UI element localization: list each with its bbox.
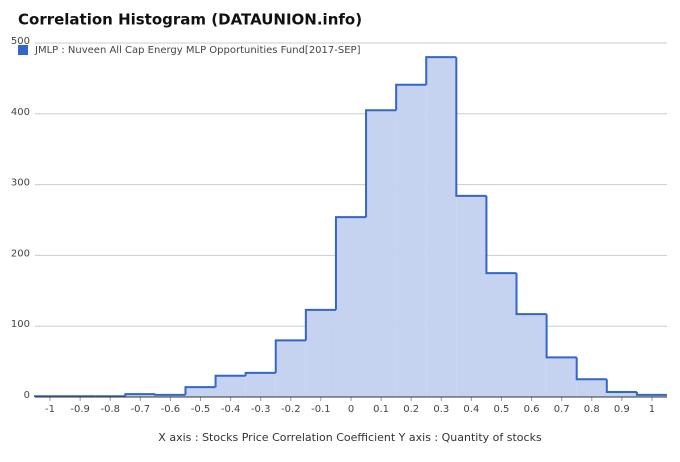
bar-outline — [395, 83, 427, 111]
x-tick-label: 0.8 — [584, 404, 600, 415]
x-tick-label: 0.4 — [463, 404, 479, 415]
x-tick-label: -0.9 — [70, 404, 90, 415]
bar — [335, 217, 367, 397]
chart-title: Correlation Histogram (DATAUNION.info) — [18, 11, 362, 29]
y-tick-label: 0 — [24, 390, 30, 401]
legend-label: JMLP : Nuveen All Cap Energy MLP Opportu… — [34, 45, 361, 56]
x-tick-label: 1 — [649, 404, 655, 415]
bar — [426, 57, 457, 397]
x-tick-label: -0.2 — [281, 404, 301, 415]
x-tick-label: 0.7 — [554, 404, 570, 415]
x-tick-label: -0.4 — [221, 404, 241, 415]
bar — [396, 84, 427, 397]
x-tick-label: 0.1 — [373, 404, 389, 415]
bar-outline — [244, 371, 276, 376]
bar-outline — [334, 216, 367, 310]
bar-outline — [545, 314, 577, 359]
bar-outline — [515, 273, 547, 316]
bar — [245, 372, 276, 397]
x-tick-label: 0.9 — [614, 404, 630, 415]
bar — [546, 357, 577, 397]
bar-outline — [274, 339, 306, 373]
x-tick-label: 0.6 — [524, 404, 540, 415]
bar — [125, 394, 156, 397]
bar-outline — [304, 308, 336, 341]
bar — [215, 375, 246, 397]
bar-outline — [124, 393, 156, 397]
x-tick-label: -1 — [45, 404, 55, 415]
y-tick-label: 500 — [11, 36, 30, 47]
x-tick-label: 0.2 — [403, 404, 419, 415]
bar-outline — [214, 374, 246, 388]
x-tick-label: -0.6 — [161, 404, 181, 415]
x-tick-label: 0 — [348, 404, 354, 415]
legend-swatch — [18, 45, 28, 55]
bar-outline — [635, 392, 667, 396]
bar — [606, 392, 637, 397]
y-tick-label: 300 — [11, 178, 30, 189]
bar-outline — [455, 57, 487, 197]
bar — [516, 314, 547, 397]
x-tick-label: -0.5 — [191, 404, 211, 415]
bar-outline — [575, 357, 607, 381]
y-tick-label: 100 — [11, 319, 30, 330]
bar-outline — [425, 56, 457, 85]
bar-outline — [184, 386, 216, 395]
bar — [636, 394, 667, 397]
x-tick-label: 0.3 — [433, 404, 449, 415]
bar-outline — [485, 195, 517, 275]
y-tick-label: 200 — [11, 248, 30, 259]
bar — [185, 387, 216, 397]
bar-outline — [154, 393, 186, 396]
x-tick-label: 0.5 — [494, 404, 510, 415]
bar — [366, 110, 397, 397]
bar — [305, 309, 336, 397]
bar-outline — [605, 379, 637, 394]
bar — [275, 340, 306, 397]
y-tick-label: 400 — [11, 107, 30, 118]
x-tick-label: -0.7 — [131, 404, 151, 415]
bar — [576, 379, 607, 397]
bar-outline — [365, 109, 397, 218]
x-tick-label: -0.1 — [311, 404, 331, 415]
bar — [155, 394, 186, 397]
bar — [456, 195, 487, 397]
x-tick-label: -0.8 — [100, 404, 120, 415]
bar — [486, 273, 517, 397]
axis-note: X axis : Stocks Price Correlation Coeffi… — [158, 431, 542, 444]
x-tick-label: -0.3 — [251, 404, 271, 415]
